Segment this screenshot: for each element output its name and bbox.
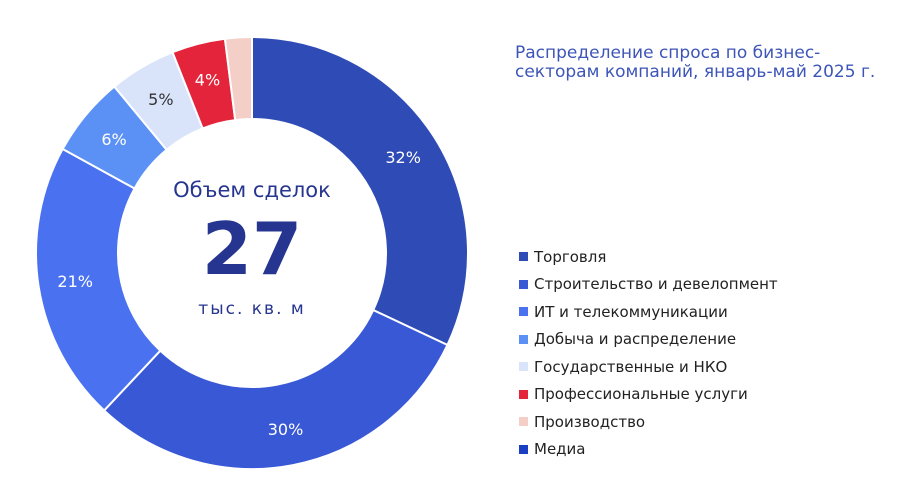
donut-slice bbox=[223, 35, 253, 122]
donut-slice bbox=[251, 35, 469, 347]
donut-chart: 32% 30% 21% 6% 5% 4% bbox=[35, 35, 469, 470]
donut-center-unit: тыс. кв. м bbox=[198, 299, 306, 319]
legend-swatch bbox=[519, 307, 528, 317]
donut-slice bbox=[35, 147, 162, 412]
slice-label: 6% bbox=[101, 130, 126, 149]
legend-item: Добыча и распределение bbox=[519, 326, 778, 354]
legend-label: Добыча и распределение bbox=[534, 330, 737, 349]
legend-item: Торговля bbox=[519, 243, 778, 271]
slice-label: 32% bbox=[385, 148, 421, 167]
legend-item: Профессиональные услуги bbox=[519, 381, 778, 409]
legend-label: Строительство и девелопмент bbox=[534, 275, 778, 294]
legend-item: ИТ и телекоммуникации bbox=[519, 298, 778, 326]
legend-label: Торговля bbox=[534, 247, 607, 266]
slice-label: 21% bbox=[57, 272, 93, 291]
chart-title: Распределение спроса по бизнес- секторам… bbox=[515, 44, 915, 82]
chart-title-line: секторам компаний, январь-май 2025 г. bbox=[515, 62, 876, 82]
legend-label: Медиа bbox=[534, 440, 586, 459]
chart-legend: Торговля Строительство и девелопмент ИТ … bbox=[519, 243, 778, 463]
slice-label: 5% bbox=[148, 90, 173, 109]
slice-label: 4% bbox=[195, 71, 220, 90]
donut-center-caption: Объем сделок bbox=[173, 178, 331, 202]
legend-swatch bbox=[519, 417, 528, 427]
legend-item: Государственные и НКО bbox=[519, 353, 778, 381]
chart-title-line: Распределение спроса по бизнес- bbox=[515, 43, 821, 63]
legend-swatch bbox=[519, 362, 528, 372]
legend-label: ИТ и телекоммуникации bbox=[534, 302, 728, 321]
donut-center-value: 27 bbox=[201, 207, 303, 291]
donut-slice bbox=[102, 308, 449, 470]
legend-swatch bbox=[519, 444, 528, 454]
legend-swatch bbox=[519, 252, 528, 262]
legend-label: Государственные и НКО bbox=[534, 357, 728, 376]
legend-swatch bbox=[519, 389, 528, 399]
legend-label: Профессиональные услуги bbox=[534, 385, 748, 404]
legend-swatch bbox=[519, 279, 528, 289]
slice-label: 30% bbox=[268, 420, 304, 439]
legend-label: Производство bbox=[534, 412, 646, 431]
legend-item: Медиа bbox=[519, 436, 778, 464]
legend-item: Строительство и девелопмент bbox=[519, 271, 778, 299]
legend-swatch bbox=[519, 334, 528, 344]
legend-item: Производство bbox=[519, 408, 778, 436]
